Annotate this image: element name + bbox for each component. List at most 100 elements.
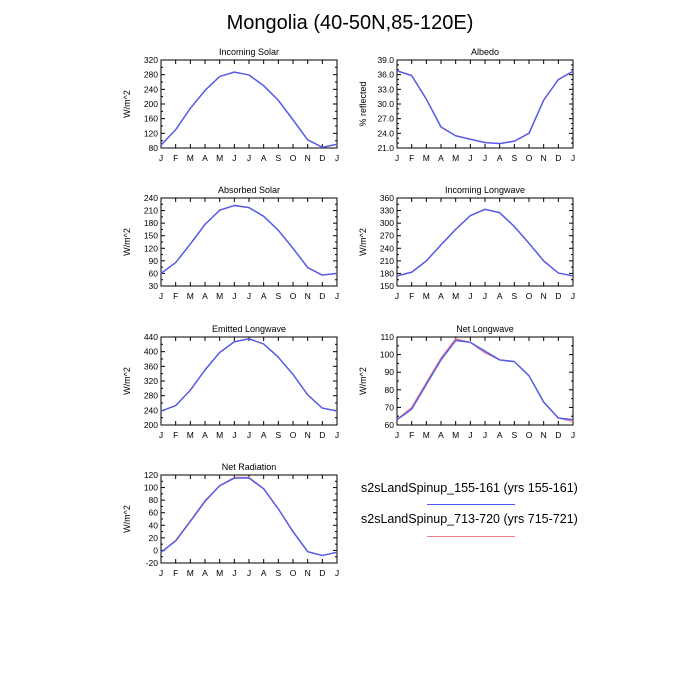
y-tick-label: 100 [380,350,394,360]
series-line-1 [396,208,574,277]
x-tick-label: N [541,153,547,163]
series-line-2 [160,71,338,149]
y-tick-label: 40 [149,520,159,530]
x-tick-label: N [305,568,311,578]
x-tick-label: O [526,291,533,301]
y-tick-label: 120 [144,128,158,138]
y-tick-label: 80 [385,385,395,395]
x-tick-label: D [319,430,325,440]
x-tick-label: D [319,153,325,163]
x-tick-label: J [335,291,339,301]
x-tick-label: J [395,153,399,163]
x-tick-label: M [187,568,194,578]
y-tick-label: 27.0 [377,114,394,124]
x-tick-label: M [216,291,223,301]
legend-label-series-1: s2sLandSpinup_155-161 (yrs 155-161) [361,481,578,495]
x-tick-label: M [423,291,430,301]
y-tick-label: 80 [149,495,159,505]
series-line-1 [160,477,338,557]
series-line-2 [160,476,338,557]
y-tick-label: 0 [153,545,158,555]
page-title: Mongolia (40-50N,85-120E) [226,12,474,34]
y-axis-label: % reflected [358,81,368,126]
x-tick-label: J [159,568,163,578]
x-tick-label: A [261,430,267,440]
x-tick-label: J [232,291,236,301]
x-tick-label: D [319,568,325,578]
x-tick-label: S [511,153,517,163]
x-tick-label: J [395,430,399,440]
y-tick-label: 120 [144,470,158,480]
y-tick-label: 70 [385,402,395,412]
x-tick-label: N [305,291,311,301]
x-tick-label: N [541,430,547,440]
x-tick-label: A [202,153,208,163]
y-tick-label: 60 [385,420,395,430]
x-tick-label: J [232,430,236,440]
plot-frame [160,197,338,287]
x-tick-label: A [202,291,208,301]
x-tick-label: F [409,153,414,163]
series-line-1 [396,70,574,145]
y-tick-label: 200 [144,420,158,430]
x-tick-label: M [452,291,459,301]
y-tick-label: 280 [144,70,158,80]
x-tick-label: A [261,291,267,301]
y-tick-label: 150 [380,281,394,291]
x-tick-label: J [571,291,575,301]
series-line-1 [160,204,338,276]
chart-panel-2: Albedo % reflected 21.0 24.0 27.0 30.0 33.0 36.… [358,47,575,163]
x-tick-label: M [216,568,223,578]
y-tick-label: 30 [149,281,159,291]
y-tick-label: 39.0 [377,55,394,65]
plot-frame [160,336,338,426]
y-tick-label: -20 [146,558,159,568]
y-tick-label: 320 [144,55,158,65]
plot-frame [160,474,338,564]
y-tick-label: 240 [144,84,158,94]
x-tick-label: J [247,291,251,301]
x-tick-label: J [159,153,163,163]
panel-title: Net Longwave [456,324,514,334]
x-tick-label: J [247,430,251,440]
x-tick-label: O [526,153,533,163]
chart-panel-1: Incoming Solar W/m^2 80 120 160 200 240 280 320 J… [122,47,339,163]
panel-title: Absorbed Solar [218,185,280,195]
y-tick-label: 60 [149,508,159,518]
y-axis-label: W/m^2 [122,505,132,533]
y-tick-label: 400 [144,347,158,357]
y-axis-label: W/m^2 [358,367,368,395]
y-tick-label: 90 [149,256,159,266]
y-axis-label: W/m^2 [358,228,368,256]
y-tick-label: 80 [149,143,159,153]
x-tick-label: S [275,153,281,163]
x-tick-label: O [290,430,297,440]
x-tick-label: F [409,430,414,440]
x-tick-label: F [173,291,178,301]
y-tick-label: 210 [380,256,394,266]
x-tick-label: O [290,568,297,578]
x-tick-label: A [438,153,444,163]
x-tick-label: J [232,153,236,163]
series-line-2 [396,70,574,145]
y-tick-label: 210 [144,206,158,216]
y-tick-label: 160 [144,114,158,124]
x-tick-label: A [438,291,444,301]
y-tick-label: 30.0 [377,99,394,109]
panel-title: Incoming Longwave [445,185,525,195]
y-tick-label: 24.0 [377,128,394,138]
y-tick-label: 20 [149,533,159,543]
x-tick-label: J [468,291,472,301]
panel-title: Albedo [471,47,499,57]
x-tick-label: D [555,430,561,440]
y-tick-label: 180 [144,218,158,228]
y-axis-label: W/m^2 [122,90,132,118]
x-tick-label: N [305,153,311,163]
x-tick-label: J [247,568,251,578]
y-tick-label: 360 [144,361,158,371]
x-tick-label: S [511,291,517,301]
y-tick-label: 100 [144,483,158,493]
x-tick-label: J [468,153,472,163]
x-tick-label: A [497,291,503,301]
x-tick-label: J [247,153,251,163]
